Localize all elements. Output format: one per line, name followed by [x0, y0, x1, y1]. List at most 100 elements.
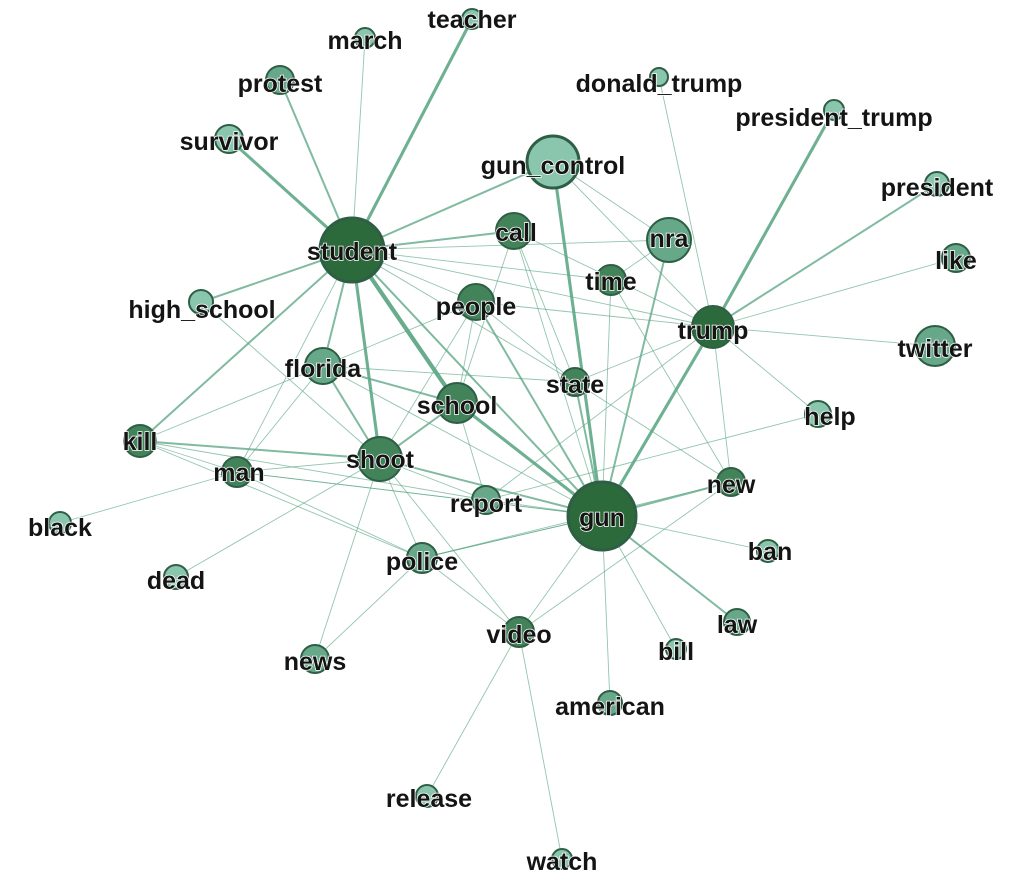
- edge-student-man: [236, 249, 353, 473]
- node-march: [354, 27, 376, 49]
- edge-shoot-news: [314, 458, 381, 660]
- node-label-march: march: [327, 27, 402, 55]
- edge-trump-donald_trump: [658, 76, 714, 328]
- node-nra: [646, 217, 692, 263]
- node-label-people: people: [436, 293, 517, 321]
- node-label-trump: trump: [678, 317, 749, 345]
- node-american: [597, 690, 623, 716]
- node-label-new: new: [707, 471, 756, 499]
- node-watch: [551, 848, 573, 870]
- edge-trump-people: [475, 301, 714, 328]
- node-president-trump: [823, 99, 845, 121]
- node-label-dead: dead: [147, 567, 205, 595]
- edge-trump-twitter: [712, 326, 936, 347]
- edge-time-new: [610, 279, 732, 483]
- edge-kill-report: [139, 440, 487, 501]
- node-donald-trump: [649, 67, 669, 87]
- node-police: [406, 542, 438, 574]
- edge-florida-kill: [139, 365, 324, 442]
- edge-shoot-video: [379, 458, 520, 633]
- edge-state-new: [574, 381, 732, 483]
- node-label-student: student: [307, 238, 398, 266]
- node-label-president-trump: president_trump: [735, 104, 932, 132]
- node-label-law: law: [717, 611, 758, 639]
- node-label-time: time: [585, 268, 637, 296]
- node-student: [318, 216, 386, 284]
- node-high-school: [188, 289, 214, 315]
- node-label-nra: nra: [650, 225, 690, 253]
- node-label-american: american: [555, 693, 665, 721]
- node-twitter: [914, 325, 956, 367]
- node-release: [415, 784, 439, 808]
- edge-video-new: [518, 481, 732, 633]
- edge-police-news: [314, 557, 423, 660]
- node-label-florida: florida: [285, 355, 362, 383]
- node-survivor: [214, 124, 244, 154]
- node-kill: [123, 424, 157, 458]
- edge-florida-man: [236, 365, 324, 473]
- node-label-black: black: [28, 514, 92, 542]
- node-label-news: news: [284, 648, 347, 676]
- node-school: [436, 382, 478, 424]
- edge-student-shoot: [350, 249, 382, 460]
- edge-police-video: [421, 557, 520, 633]
- node-label-man: man: [213, 459, 264, 487]
- node-label-help: help: [804, 403, 855, 431]
- node-florida: [304, 347, 342, 385]
- node-gun: [566, 480, 638, 552]
- edge-gun-call: [513, 230, 603, 517]
- edge-man-black: [59, 471, 238, 524]
- node-layer: [48, 8, 971, 870]
- node-gun-control: [525, 134, 581, 190]
- edge-gun-people: [475, 301, 603, 517]
- edge-man-police: [236, 471, 423, 559]
- node-label-teacher: teacher: [428, 6, 517, 34]
- node-label-like: like: [935, 247, 977, 275]
- node-trump: [691, 305, 735, 349]
- node-label-protest: protest: [238, 70, 323, 98]
- edge-trump-help: [712, 326, 819, 415]
- edge-trump-new: [712, 326, 732, 483]
- node-video: [503, 616, 535, 648]
- node-label-ban: ban: [748, 538, 792, 566]
- node-bill: [665, 638, 687, 660]
- node-shoot: [357, 436, 403, 482]
- edge-student-gun_control: [351, 161, 554, 251]
- edge-man-gun: [236, 471, 603, 517]
- node-man: [221, 456, 253, 488]
- edge-student-teacher: [350, 18, 474, 251]
- edge-shoot-man: [236, 458, 381, 473]
- node-teacher: [461, 8, 483, 30]
- edge-gun-nra: [601, 239, 670, 517]
- edge-florida-state: [322, 365, 576, 383]
- edge-student-gun: [351, 249, 603, 517]
- node-label-gun: gun: [579, 504, 625, 532]
- edge-trump-president: [712, 183, 938, 328]
- node-label-kill: kill: [123, 428, 158, 456]
- node-label-high-school: high_school: [128, 296, 275, 324]
- edge-gun-trump: [600, 326, 715, 517]
- node-help: [804, 400, 832, 428]
- edge-trump-state: [574, 326, 714, 383]
- node-label-gun-control: gun_control: [481, 152, 625, 180]
- edge-kill-shoot: [139, 440, 381, 460]
- edge-trump-like: [712, 257, 957, 328]
- node-label-watch: watch: [526, 848, 598, 876]
- edge-people-state: [475, 301, 576, 383]
- node-dead: [163, 564, 189, 590]
- node-call: [495, 212, 533, 250]
- edge-shoot-people: [379, 301, 477, 460]
- edge-florida-people: [322, 301, 477, 367]
- edge-gun-gun_control: [551, 161, 604, 517]
- node-label-release: release: [386, 785, 472, 813]
- edge-gun-florida: [322, 365, 603, 517]
- node-label-shoot: shoot: [346, 446, 415, 474]
- node-law: [723, 608, 751, 636]
- node-label-twitter: twitter: [898, 335, 973, 363]
- edge-trump-president_trump: [711, 109, 836, 328]
- edge-student-trump: [351, 249, 714, 328]
- node-label-video: video: [486, 621, 551, 649]
- node-label-donald-trump: donald_trump: [576, 70, 743, 98]
- edge-trump-report: [485, 326, 714, 501]
